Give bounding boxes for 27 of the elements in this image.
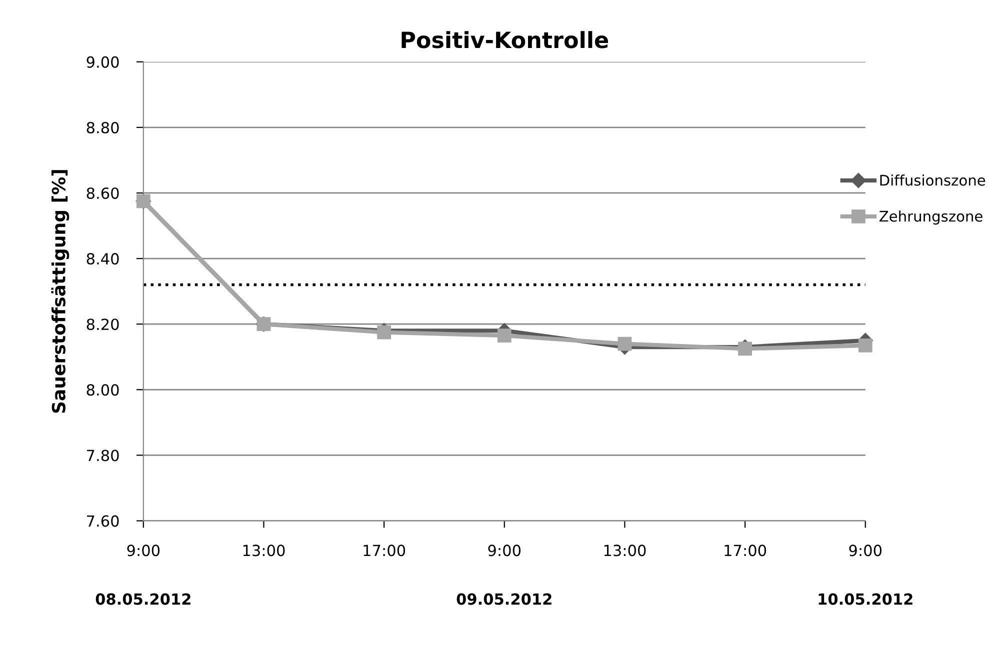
- text: 08.05.2012: [96, 593, 190, 605]
- point: [497, 328, 512, 343]
- x-tick-label: 13:00: [604, 544, 646, 556]
- point: [618, 336, 632, 351]
- y-axis-title: Sauerstoffsättigung [%]: [51, 170, 70, 413]
- x-tick-label: 13:00: [243, 544, 285, 556]
- x-tick-label: 17:00: [364, 544, 406, 556]
- chart-title: Positiv-Kontrolle: [402, 31, 608, 48]
- point: [738, 342, 752, 356]
- point: [377, 325, 392, 340]
- x-tick-label: 9:00: [488, 544, 521, 556]
- y-tick-label: 8.20: [86, 318, 119, 330]
- y-tick-label: 8.00: [86, 384, 119, 396]
- y-tick-label: 7.60: [87, 515, 119, 527]
- point: [858, 338, 872, 352]
- y-tick-label: 8.40: [86, 253, 119, 265]
- x-tick-label: 9:00: [127, 544, 160, 556]
- x-tick-label: 17:00: [724, 544, 766, 556]
- y-tick-label: 7.80: [87, 450, 119, 462]
- text: 10.05.2012: [818, 593, 912, 605]
- text: 09.05.2012: [456, 593, 552, 605]
- x-tick-label: 9:00: [849, 544, 882, 556]
- legend-label: Diffusionszone: [880, 174, 986, 186]
- y-tick-label: 9.00: [86, 56, 119, 68]
- y-tick-label: 8.60: [86, 187, 119, 199]
- y-tick-label: 8.80: [86, 122, 119, 134]
- legend-label: Zehrungszone: [880, 210, 982, 225]
